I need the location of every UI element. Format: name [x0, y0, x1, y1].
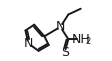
Text: N: N [24, 37, 33, 50]
Text: NH: NH [71, 33, 90, 46]
Text: S: S [61, 46, 69, 59]
Text: N: N [56, 20, 65, 33]
Text: 2: 2 [85, 37, 90, 46]
